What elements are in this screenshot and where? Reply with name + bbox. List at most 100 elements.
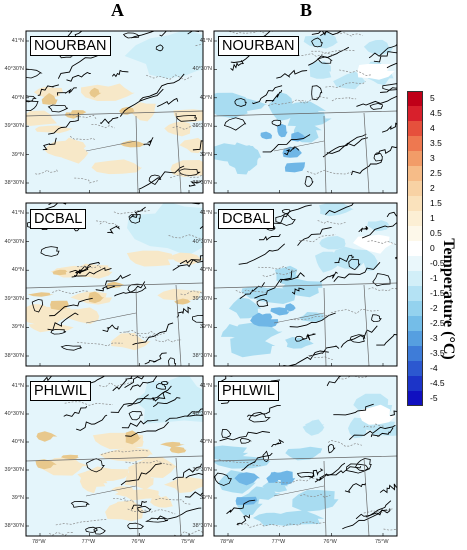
lat-label: 38°30'N [192, 523, 212, 529]
lat-label: 40°N [11, 267, 24, 274]
colorbar-swatch [407, 286, 423, 301]
lat-label: 40°30'N [4, 238, 24, 245]
colorbar-swatch [407, 256, 423, 271]
panel-a3-label: PHLWIL [30, 381, 91, 401]
colorbar-swatch [407, 376, 423, 391]
lat-label: 39°30'N [192, 295, 212, 302]
colorbar-tick-label: 4 [430, 123, 435, 133]
colorbar-swatch [407, 346, 423, 361]
lat-label: 41°N [199, 38, 212, 44]
colorbar-tick-label: 0.5 [430, 228, 442, 238]
lat-label: 39°N [11, 151, 24, 158]
column-b-heading: B [300, 0, 313, 20]
colorbar-swatch [407, 196, 423, 211]
lat-label: 38°30'N [192, 180, 212, 186]
lon-label: 76°W [323, 539, 337, 545]
colorbar-tick-label: -1.5 [430, 288, 445, 298]
colorbar-swatch [407, 271, 423, 286]
colorbar-tick-label: 1 [430, 213, 435, 223]
lon-label: 77°W [271, 539, 286, 545]
temperature-colorbar [407, 91, 423, 406]
lat-label: 39°N [11, 495, 24, 501]
lat-label: 38°30'N [4, 353, 24, 359]
colorbar-swatch [407, 211, 423, 226]
lat-label: 40°N [199, 267, 212, 274]
colorbar-tick-label: 3 [430, 153, 435, 163]
lat-label: 40°30'N [192, 411, 212, 417]
lat-label: 41°N [199, 383, 212, 389]
colorbar-swatch [407, 121, 423, 136]
panel-b2-label: DCBAL [218, 209, 275, 229]
colorbar-tick-label: -3 [430, 333, 438, 343]
lon-label: 75°W [181, 539, 195, 545]
colorbar-tick-label: 1.5 [430, 198, 442, 208]
colorbar-swatch [407, 106, 423, 121]
lat-label: 39°N [199, 324, 212, 331]
lon-label: 77°W [81, 539, 96, 545]
panel-a2-label: DCBAL [30, 209, 87, 229]
colorbar-swatch [407, 166, 423, 181]
lat-label: 40°30'N [192, 238, 212, 245]
lat-label: 41°N [11, 38, 24, 44]
colorbar-swatch [407, 226, 423, 241]
lat-label: 40°N [199, 439, 212, 445]
panel-b1-label: NOURBAN [218, 36, 299, 56]
lat-label: 41°N [199, 210, 212, 216]
colorbar-tick-label: -1 [430, 273, 438, 283]
colorbar-tick-label: 3.5 [430, 138, 442, 148]
lat-label: 38°30'N [4, 180, 24, 186]
lat-label: 39°30'N [192, 123, 212, 130]
column-a-heading: A [111, 0, 124, 20]
colorbar-tick-label: 4.5 [430, 108, 442, 118]
lat-label: 39°N [199, 151, 212, 158]
lat-label: 40°30'N [192, 66, 212, 73]
colorbar-tick-label: -3.5 [430, 348, 445, 358]
lat-label: 41°N [11, 383, 24, 389]
lon-label: 75°W [375, 539, 389, 545]
colorbar-tick-label: 2.5 [430, 168, 442, 178]
lat-label: 38°30'N [4, 523, 24, 529]
colorbar-tick-label: -0.5 [430, 258, 445, 268]
map-panel-b1 [213, 30, 398, 194]
colorbar-swatch [407, 391, 423, 406]
colorbar-tick-label: -4 [430, 363, 438, 373]
colorbar-tick-label: 0 [430, 243, 435, 253]
lat-label: 39°N [199, 495, 212, 501]
colorbar-tick-label: -2.5 [430, 318, 445, 328]
lat-label: 40°30'N [4, 411, 24, 417]
lon-label: 76°W [131, 539, 145, 545]
colorbar-swatch [407, 136, 423, 151]
colorbar-tick-label: -5 [430, 393, 438, 403]
colorbar-swatch [407, 301, 423, 316]
lat-label: 41°N [11, 210, 24, 216]
colorbar-tick-label: 2 [430, 183, 435, 193]
lat-label: 39°30'N [192, 467, 212, 473]
colorbar-swatch [407, 241, 423, 256]
colorbar-swatch [407, 151, 423, 166]
map-panel-a2 [25, 202, 204, 367]
colorbar-tick-label: -4.5 [430, 378, 445, 388]
lon-label: 78°W [220, 539, 234, 545]
lon-label: 78°W [32, 539, 46, 545]
colorbar-swatch [407, 331, 423, 346]
lat-label: 40°N [11, 94, 24, 101]
lat-label: 39°N [11, 324, 24, 331]
lat-label: 39°30'N [4, 295, 24, 302]
lat-label: 39°30'N [4, 123, 24, 130]
colorbar-swatch [407, 91, 423, 106]
lat-label: 40°30'N [4, 66, 24, 73]
colorbar-swatch [407, 181, 423, 196]
panel-b3-label: PHLWIL [218, 381, 279, 401]
colorbar-tick-label: -2 [430, 303, 438, 313]
map-panel-b2 [213, 202, 398, 367]
map-panel-a3 [25, 375, 204, 537]
lat-label: 38°30'N [192, 353, 212, 359]
colorbar-tick-label: 5 [430, 93, 435, 103]
map-panel-b3 [213, 375, 398, 537]
colorbar-title: Temperature (°C) [440, 238, 457, 360]
lat-label: 40°N [199, 94, 212, 101]
colorbar-swatch [407, 361, 423, 376]
map-panel-a1 [25, 30, 204, 194]
lat-label: 39°30'N [4, 467, 24, 473]
